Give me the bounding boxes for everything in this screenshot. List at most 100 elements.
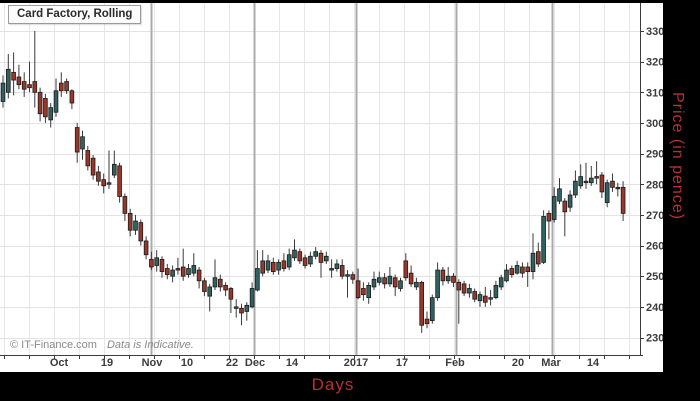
y-tick-label[interactable]: 300 <box>646 118 663 130</box>
candle-down <box>424 318 430 325</box>
candle-up <box>567 194 573 208</box>
series-title-box[interactable]: Card Factory, Rolling <box>8 5 142 24</box>
candle-up <box>498 277 504 288</box>
y-tick-label[interactable]: 330 <box>646 26 663 38</box>
candle-up <box>212 277 218 288</box>
watermark-note: Data is Indicative. <box>106 339 194 351</box>
candle-up <box>249 288 255 308</box>
axes-lines <box>0 3 644 359</box>
candle-down <box>355 280 361 299</box>
candle-down <box>536 251 541 265</box>
candle-down <box>403 260 409 279</box>
candle-up <box>112 163 117 176</box>
candle-up <box>557 188 562 202</box>
candle-up <box>48 107 53 121</box>
candle-up <box>313 251 318 257</box>
candle-down <box>472 291 477 300</box>
candle-down <box>382 277 387 285</box>
x-tick-label[interactable]: 19 <box>101 357 113 369</box>
candle-down <box>21 81 27 90</box>
candle-down <box>525 266 530 273</box>
x-tick-label[interactable]: Feb <box>445 357 465 369</box>
candle-up <box>244 304 250 312</box>
y-tick-label[interactable]: 320 <box>646 57 663 69</box>
candle-down <box>239 307 244 314</box>
candle-down <box>270 262 276 273</box>
candle-up <box>493 284 499 299</box>
candle-down <box>302 257 308 266</box>
y-tick-label[interactable]: 270 <box>646 210 663 222</box>
candle-up <box>207 286 213 297</box>
candle-down <box>223 284 228 291</box>
candle-down <box>64 81 69 92</box>
series-title-label: Card Factory, Rolling <box>17 8 133 20</box>
candle-up <box>504 269 509 282</box>
candle-down <box>11 71 16 81</box>
y-tick-label[interactable]: 250 <box>646 271 663 283</box>
candle-up <box>414 281 419 288</box>
candle-up <box>429 297 435 322</box>
candle-down <box>202 280 207 292</box>
x-tick-label[interactable]: 2017 <box>344 357 368 369</box>
candle-down <box>27 84 32 89</box>
x-tick-label[interactable]: Oct <box>50 357 69 369</box>
x-axis-title: Days <box>311 375 355 394</box>
candle-down <box>32 81 38 93</box>
y-tick-label[interactable]: 230 <box>646 333 663 345</box>
x-tick-label[interactable]: Dec <box>245 357 265 369</box>
candle-up <box>292 249 297 259</box>
candle-down <box>361 288 366 295</box>
candle-up <box>80 136 85 150</box>
candle-up <box>53 90 59 113</box>
x-tick-label[interactable]: 20 <box>512 357 524 369</box>
y-tick-label[interactable]: 290 <box>646 149 663 161</box>
candle-down <box>159 258 165 273</box>
x-tick-label[interactable]: 10 <box>181 357 193 369</box>
candle-up <box>265 260 271 271</box>
candle-down <box>546 212 552 222</box>
candle-up <box>186 268 191 276</box>
candle-up <box>0 82 6 102</box>
candle-down <box>620 186 626 214</box>
x-tick-label[interactable]: Mar <box>541 357 561 369</box>
y-tick-label[interactable]: 260 <box>646 241 663 253</box>
candle-down <box>143 240 149 256</box>
candle-up <box>435 269 440 299</box>
candle-down <box>138 222 144 242</box>
x-tick-label[interactable]: Nov <box>142 357 164 369</box>
candle-down <box>74 127 80 153</box>
x-tick-label[interactable]: 14 <box>286 357 299 369</box>
candle-up <box>106 182 112 185</box>
y-tick-label[interactable]: 280 <box>646 179 663 191</box>
candle-down <box>260 260 265 274</box>
candle-down <box>127 212 133 231</box>
candle-up <box>514 265 520 274</box>
candle-down <box>281 260 287 269</box>
candle-down <box>451 275 456 283</box>
candle-down <box>583 180 589 184</box>
candle-up <box>276 262 281 271</box>
candle-up <box>488 297 493 300</box>
x-tick-label[interactable]: 22 <box>226 357 238 369</box>
candle-down <box>196 269 202 282</box>
candlestick-chart: 330 320 310 300 290 280 270 260 250 240 230 Oct 19 No… <box>0 3 663 369</box>
x-tick-label[interactable]: 17 <box>396 357 408 369</box>
candle-down <box>164 268 170 276</box>
candle-up <box>133 220 138 231</box>
candle-up <box>578 176 583 187</box>
tick-labels: 330 320 310 300 290 280 270 260 250 240 230 Oct 19 No… <box>50 26 663 369</box>
candle-down <box>350 274 356 280</box>
candle-down <box>456 281 462 291</box>
candle-up <box>398 280 403 289</box>
candle-up <box>387 275 393 285</box>
candle-down <box>562 200 568 213</box>
y-tick-label[interactable]: 240 <box>646 302 663 314</box>
candle-down <box>440 269 446 282</box>
candle-up <box>255 268 260 291</box>
candle-up <box>445 275 451 282</box>
candle-up <box>477 294 483 302</box>
y-tick-label[interactable]: 310 <box>646 87 663 99</box>
candle-down <box>149 258 154 268</box>
candle-up <box>530 252 536 273</box>
x-tick-label[interactable]: 14 <box>587 357 600 369</box>
